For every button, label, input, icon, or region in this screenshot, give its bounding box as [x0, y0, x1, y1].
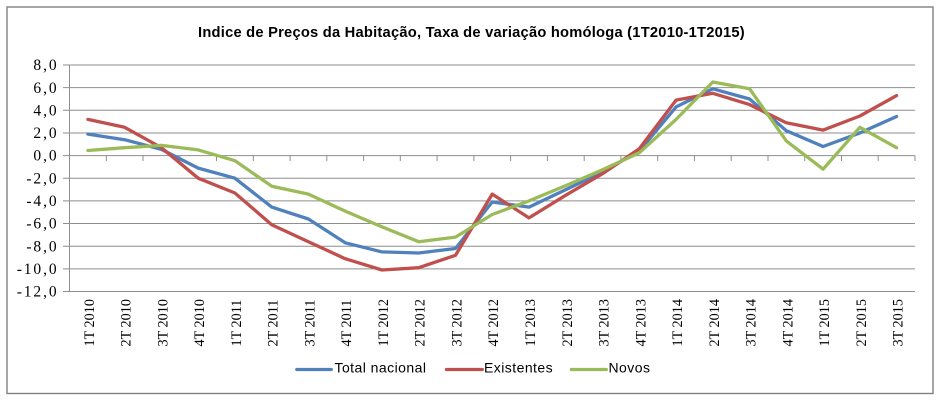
svg-text:-8,0: -8,0: [26, 238, 58, 255]
svg-text:4T 2014: 4T 2014: [780, 299, 796, 346]
svg-text:Novos: Novos: [609, 359, 651, 375]
svg-text:4T 2011: 4T 2011: [339, 300, 355, 347]
svg-text:1T 2013: 1T 2013: [523, 299, 539, 346]
svg-text:Total nacional: Total nacional: [335, 359, 427, 375]
svg-text:3T 2011: 3T 2011: [302, 300, 318, 347]
svg-text:2T 2014: 2T 2014: [707, 299, 723, 346]
svg-text:Existentes: Existentes: [484, 359, 553, 375]
svg-text:1T 2012: 1T 2012: [376, 299, 392, 346]
svg-text:3T 2013: 3T 2013: [597, 299, 613, 346]
svg-text:3T 2014: 3T 2014: [744, 299, 760, 346]
svg-text:4,0: 4,0: [33, 102, 58, 119]
svg-text:3T 2010: 3T 2010: [155, 299, 171, 346]
svg-text:-12,0: -12,0: [17, 284, 59, 301]
svg-text:4T 2013: 4T 2013: [633, 299, 649, 346]
svg-text:2T 2012: 2T 2012: [413, 299, 429, 346]
svg-text:1T 2010: 1T 2010: [82, 299, 98, 346]
svg-text:1T 2014: 1T 2014: [670, 299, 686, 346]
svg-text:2,0: 2,0: [33, 125, 58, 142]
svg-text:4T 2010: 4T 2010: [192, 299, 208, 346]
svg-text:0,0: 0,0: [33, 148, 58, 165]
svg-text:2T 2010: 2T 2010: [119, 299, 135, 346]
svg-text:-2,0: -2,0: [26, 170, 58, 187]
svg-text:1T 2015: 1T 2015: [817, 299, 833, 346]
svg-text:2T 2015: 2T 2015: [854, 299, 870, 346]
svg-text:Indice de Preços da Habitação,: Indice de Preços da Habitação, Taxa de v…: [198, 25, 745, 41]
svg-text:-10,0: -10,0: [17, 261, 59, 278]
svg-text:-6,0: -6,0: [26, 216, 58, 233]
svg-text:4T 2012: 4T 2012: [486, 299, 502, 346]
svg-text:8,0: 8,0: [33, 57, 58, 74]
svg-text:3T 2015: 3T 2015: [891, 299, 907, 346]
svg-text:2T 2011: 2T 2011: [266, 300, 282, 347]
svg-text:2T 2013: 2T 2013: [560, 299, 576, 346]
svg-text:-4,0: -4,0: [26, 193, 58, 210]
svg-text:1T 2011: 1T 2011: [229, 300, 245, 347]
svg-text:3T 2012: 3T 2012: [450, 299, 466, 346]
svg-text:6,0: 6,0: [33, 80, 58, 97]
